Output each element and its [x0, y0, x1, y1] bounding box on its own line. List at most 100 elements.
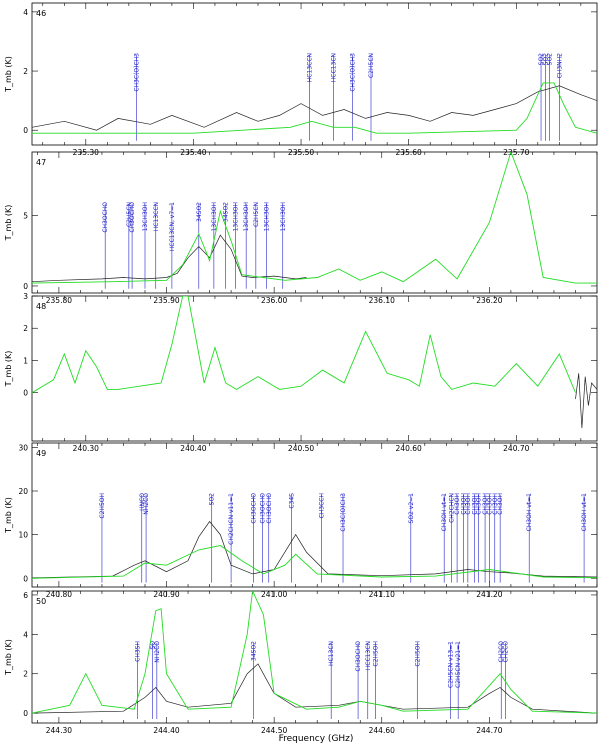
panel-number: 47: [36, 158, 46, 167]
plot-area: CH3C(O)CH3 HC13CCN HCC13CN CH3C(O)CH3 C2H5CN…: [32, 53, 597, 141]
observed-spectrum: [575, 373, 597, 429]
transition-label: HCC13CN, v7=1: [169, 202, 176, 251]
observed-spectrum: [32, 85, 597, 131]
transition-label: 13CH3OH: [264, 202, 271, 231]
y-axis-label: T_mb (K): [4, 497, 13, 534]
transition-label: 34SO2: [251, 641, 258, 661]
x-tick-label: 235.90: [153, 296, 179, 305]
x-axis-label: Frequency (GHz): [279, 734, 354, 744]
model-spectrum: [32, 82, 597, 134]
x-tick-label: 244.30: [46, 726, 72, 735]
transition-label: CH3OH: [465, 493, 472, 515]
chart-panel-47: 235.80 235.90 236.00 236.10 236.20 0 5 T_mb (K)…: [4, 151, 598, 305]
transition-label: CH3C(O)CH3: [133, 53, 140, 92]
plot-frame: [31, 295, 598, 442]
transition-label: 13CH3OH: [243, 202, 250, 231]
panel-number: 50: [36, 597, 46, 606]
x-tick-label: 244.40: [153, 726, 179, 735]
x-tick-label: 240.50: [288, 444, 314, 453]
transition-label: CH3OH: [461, 493, 468, 515]
x-tick-label: 244.50: [261, 726, 287, 735]
y-tick-label: 4: [23, 630, 28, 639]
transition-label: 34SO2: [223, 202, 230, 222]
model-spectrum: [32, 152, 597, 284]
transition-label: NH2CO: [143, 493, 150, 515]
transition-label: SO2: [547, 53, 554, 66]
x-tick-label: 235.40: [180, 148, 206, 157]
transition-label: CH3OH: [492, 493, 499, 515]
transition-label: CH3OH: [482, 493, 489, 515]
x-tick-label: 235.30: [73, 148, 99, 157]
transition-label: C2H5CN v21=1: [455, 641, 462, 688]
transition-label: SO2: [209, 493, 216, 506]
transition-label: HCC13CN: [330, 53, 337, 82]
transition-label: CH3OH: [454, 493, 461, 515]
transition-label: CH3C(O)CH3: [340, 493, 347, 532]
transition-label: SO2: [542, 53, 549, 66]
transition-label: HC13CCN: [153, 202, 160, 231]
x-tick-label: 236.00: [261, 296, 287, 305]
transition-label: C34S: [288, 493, 295, 509]
plot-frame: [31, 151, 598, 294]
transition-label: 13CH3OH: [280, 202, 287, 231]
x-tick-label: 235.80: [46, 296, 72, 305]
observed-spectrum: [32, 520, 597, 579]
y-tick-label: 0: [23, 574, 28, 583]
transition-label: CH3OH vt=1: [581, 493, 588, 532]
y-tick-label: 5: [23, 211, 28, 220]
x-tick-label: 236.20: [476, 296, 502, 305]
panel-number: 49: [36, 449, 46, 458]
y-tick-label: 2: [23, 67, 28, 76]
transition-label: SO2: [538, 53, 545, 66]
transition-label: CH3C(O)CH3: [350, 53, 357, 92]
observed-spectrum: [32, 663, 597, 714]
panel-number: 48: [36, 302, 46, 311]
x-tick-label: 240.60: [396, 444, 422, 453]
transition-label: CH3OCHO: [251, 493, 258, 524]
transition-label: CH3OH: [471, 493, 478, 515]
x-tick-label: 235.50: [288, 148, 314, 157]
transition-label: CH3SH: [134, 641, 141, 662]
transition-label: C2H5CN v13=1: [448, 641, 455, 688]
transition-label: CH3OH: [497, 493, 504, 515]
y-tick-label: 2: [23, 324, 28, 333]
transition-label: 13CH3OH: [211, 202, 218, 231]
transition-label: SO2 v2=1: [408, 493, 415, 524]
transition-label: 34SO2: [196, 202, 203, 222]
chart-panel-46: 235.30 235.40 235.50 235.60 235.70 0 2 4 T_mb (K…: [4, 2, 598, 157]
y-tick-label: 1: [23, 356, 28, 365]
plot-area: [32, 296, 597, 429]
transition-label: CH3NH2: [556, 53, 563, 79]
y-tick-label: 20: [18, 487, 28, 496]
transition-label: NH2CO: [154, 641, 161, 663]
panel-number: 46: [36, 9, 46, 18]
transition-label: HNCO: [139, 493, 146, 511]
chart-panel-49: 240.80 240.90 241.00 241.10 241.200102030T_m…: [4, 442, 598, 599]
y-axis-label: T_mb (K): [4, 205, 13, 242]
transition-label: CH3OH: [486, 493, 493, 515]
transition-label: CH3OCHO: [102, 202, 109, 233]
x-tick-label: 235.60: [396, 148, 422, 157]
model-spectrum: [32, 591, 597, 714]
panels-group: 235.30 235.40 235.50 235.60 235.70 0 2 4 T_mb (K…: [4, 2, 598, 735]
x-tick-label: 240.70: [503, 444, 529, 453]
transition-label: CH3CCH: [318, 493, 325, 518]
y-tick-label: 2: [23, 670, 28, 679]
plot-frame: [31, 590, 598, 724]
transition-label: CH2CHCN v11=1: [228, 493, 235, 545]
model-spectrum: [32, 296, 576, 394]
x-tick-label: 240.40: [180, 444, 206, 453]
chart-panel-50: 244.30 244.40 244.50 244.60 244.70 0 2 4 6 T_mb (…: [4, 590, 598, 735]
transition-label: C2H5OH: [372, 641, 379, 667]
transition-label: CH3OH vt=1: [441, 493, 448, 532]
y-tick-label: 4: [23, 8, 28, 17]
x-tick-label: 244.60: [369, 726, 395, 735]
y-tick-label: 0: [23, 282, 28, 291]
y-tick-label: 3: [23, 292, 28, 301]
transition-label: CH2CO: [498, 641, 505, 663]
x-tick-label: 235.70: [503, 148, 529, 157]
y-axis-label: T_mb (K): [4, 351, 13, 388]
transition-label: C2H5OH: [414, 641, 421, 667]
